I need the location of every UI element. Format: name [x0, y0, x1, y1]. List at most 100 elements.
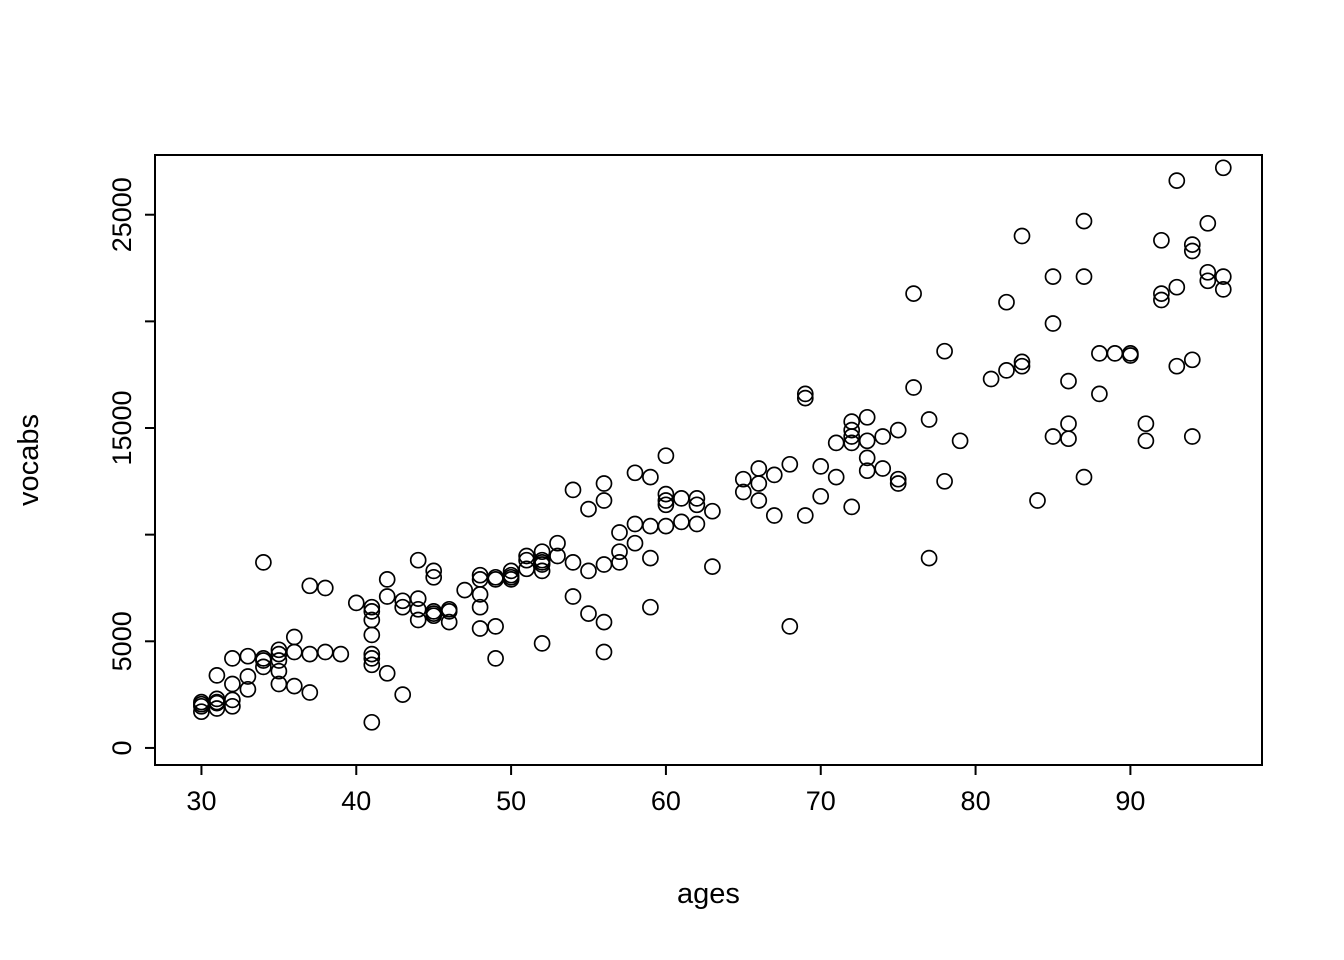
data-point: [858, 408, 876, 426]
data-point: [440, 600, 458, 618]
plot-frame: [154, 154, 1263, 766]
data-point: [704, 558, 721, 575]
data-point: [533, 554, 551, 571]
data-point: [347, 594, 365, 612]
data-point: [363, 598, 381, 616]
data-point: [1137, 415, 1155, 433]
y-axis-title: vocabs: [13, 414, 45, 506]
data-point: [1060, 430, 1077, 448]
data-point: [1214, 281, 1232, 298]
data-point: [673, 513, 690, 531]
data-point: [889, 470, 907, 488]
data-point: [1013, 353, 1031, 371]
data-point: [657, 447, 675, 465]
data-point: [1183, 428, 1201, 445]
x-tick-label: 80: [961, 786, 991, 816]
y-tick-label: 0: [107, 740, 137, 755]
x-tick-label: 60: [651, 786, 681, 816]
data-point: [595, 475, 613, 492]
data-point: [626, 515, 644, 533]
data-point: [905, 285, 922, 302]
data-point: [812, 487, 830, 505]
data-point: [1044, 315, 1062, 332]
data-point: [734, 483, 752, 501]
data-point: [409, 590, 427, 607]
data-point: [549, 534, 566, 552]
data-point: [1183, 236, 1201, 253]
data-point: [874, 428, 892, 445]
x-tick-label: 70: [806, 786, 836, 816]
data-point: [951, 432, 969, 450]
data-point: [549, 547, 566, 565]
data-point: [595, 613, 613, 631]
data-point: [1044, 428, 1062, 445]
x-axis-title: ages: [677, 878, 740, 910]
data-point: [564, 554, 582, 571]
data-point: [750, 475, 768, 492]
y-tick-label: 5000: [107, 611, 137, 671]
data-point: [363, 611, 381, 629]
data-point: [1060, 415, 1077, 433]
data-point: [998, 362, 1015, 379]
data-point: [580, 562, 597, 580]
data-point: [1183, 351, 1201, 369]
data-point: [595, 556, 613, 573]
data-point: [642, 598, 659, 616]
data-point: [765, 507, 783, 524]
data-point: [580, 605, 597, 622]
data-point: [363, 656, 381, 674]
data-point: [688, 490, 706, 507]
data-point: [301, 577, 319, 595]
data-point: [874, 460, 892, 477]
data-point: [502, 568, 520, 586]
data-point: [611, 543, 628, 561]
data-point: [1013, 357, 1031, 375]
data-point: [796, 389, 814, 407]
data-point: [255, 554, 272, 571]
data-point: [425, 568, 443, 586]
data-point: [595, 492, 613, 509]
x-tick-label: 50: [496, 786, 526, 816]
data-point: [827, 468, 845, 486]
data-point: [1168, 357, 1186, 375]
data-point: [208, 667, 226, 684]
data-point: [642, 517, 659, 535]
data-point: [564, 588, 582, 605]
data-point: [704, 502, 721, 520]
data-point: [487, 650, 504, 667]
data-point: [363, 603, 381, 620]
data-point: [270, 662, 288, 680]
data-point: [1153, 231, 1170, 249]
data-point: [781, 618, 799, 635]
data-point: [518, 547, 535, 565]
data-point: [239, 647, 257, 665]
data-point: [1137, 432, 1155, 450]
data-point: [1091, 385, 1108, 403]
data-point: [533, 562, 551, 580]
data-point: [487, 618, 504, 635]
data-point: [1044, 268, 1062, 285]
data-point: [363, 650, 381, 667]
data-point: [642, 468, 659, 486]
data-point: [673, 490, 690, 507]
data-point: [1075, 268, 1093, 285]
data-point: [301, 684, 319, 701]
data-point: [750, 492, 768, 509]
data-point: [270, 652, 288, 669]
data-point: [224, 691, 241, 709]
data-point: [595, 643, 613, 661]
data-point: [378, 664, 396, 682]
data-point: [1214, 268, 1232, 285]
data-point: [889, 421, 907, 439]
data-point: [1122, 345, 1139, 362]
data-point: [471, 620, 489, 637]
data-point: [936, 342, 953, 360]
data-point: [1153, 291, 1170, 309]
data-point: [440, 613, 458, 631]
data-point: [1013, 227, 1031, 245]
x-tick-label: 30: [186, 786, 216, 816]
data-point: [1060, 372, 1077, 390]
data-point: [239, 680, 257, 698]
